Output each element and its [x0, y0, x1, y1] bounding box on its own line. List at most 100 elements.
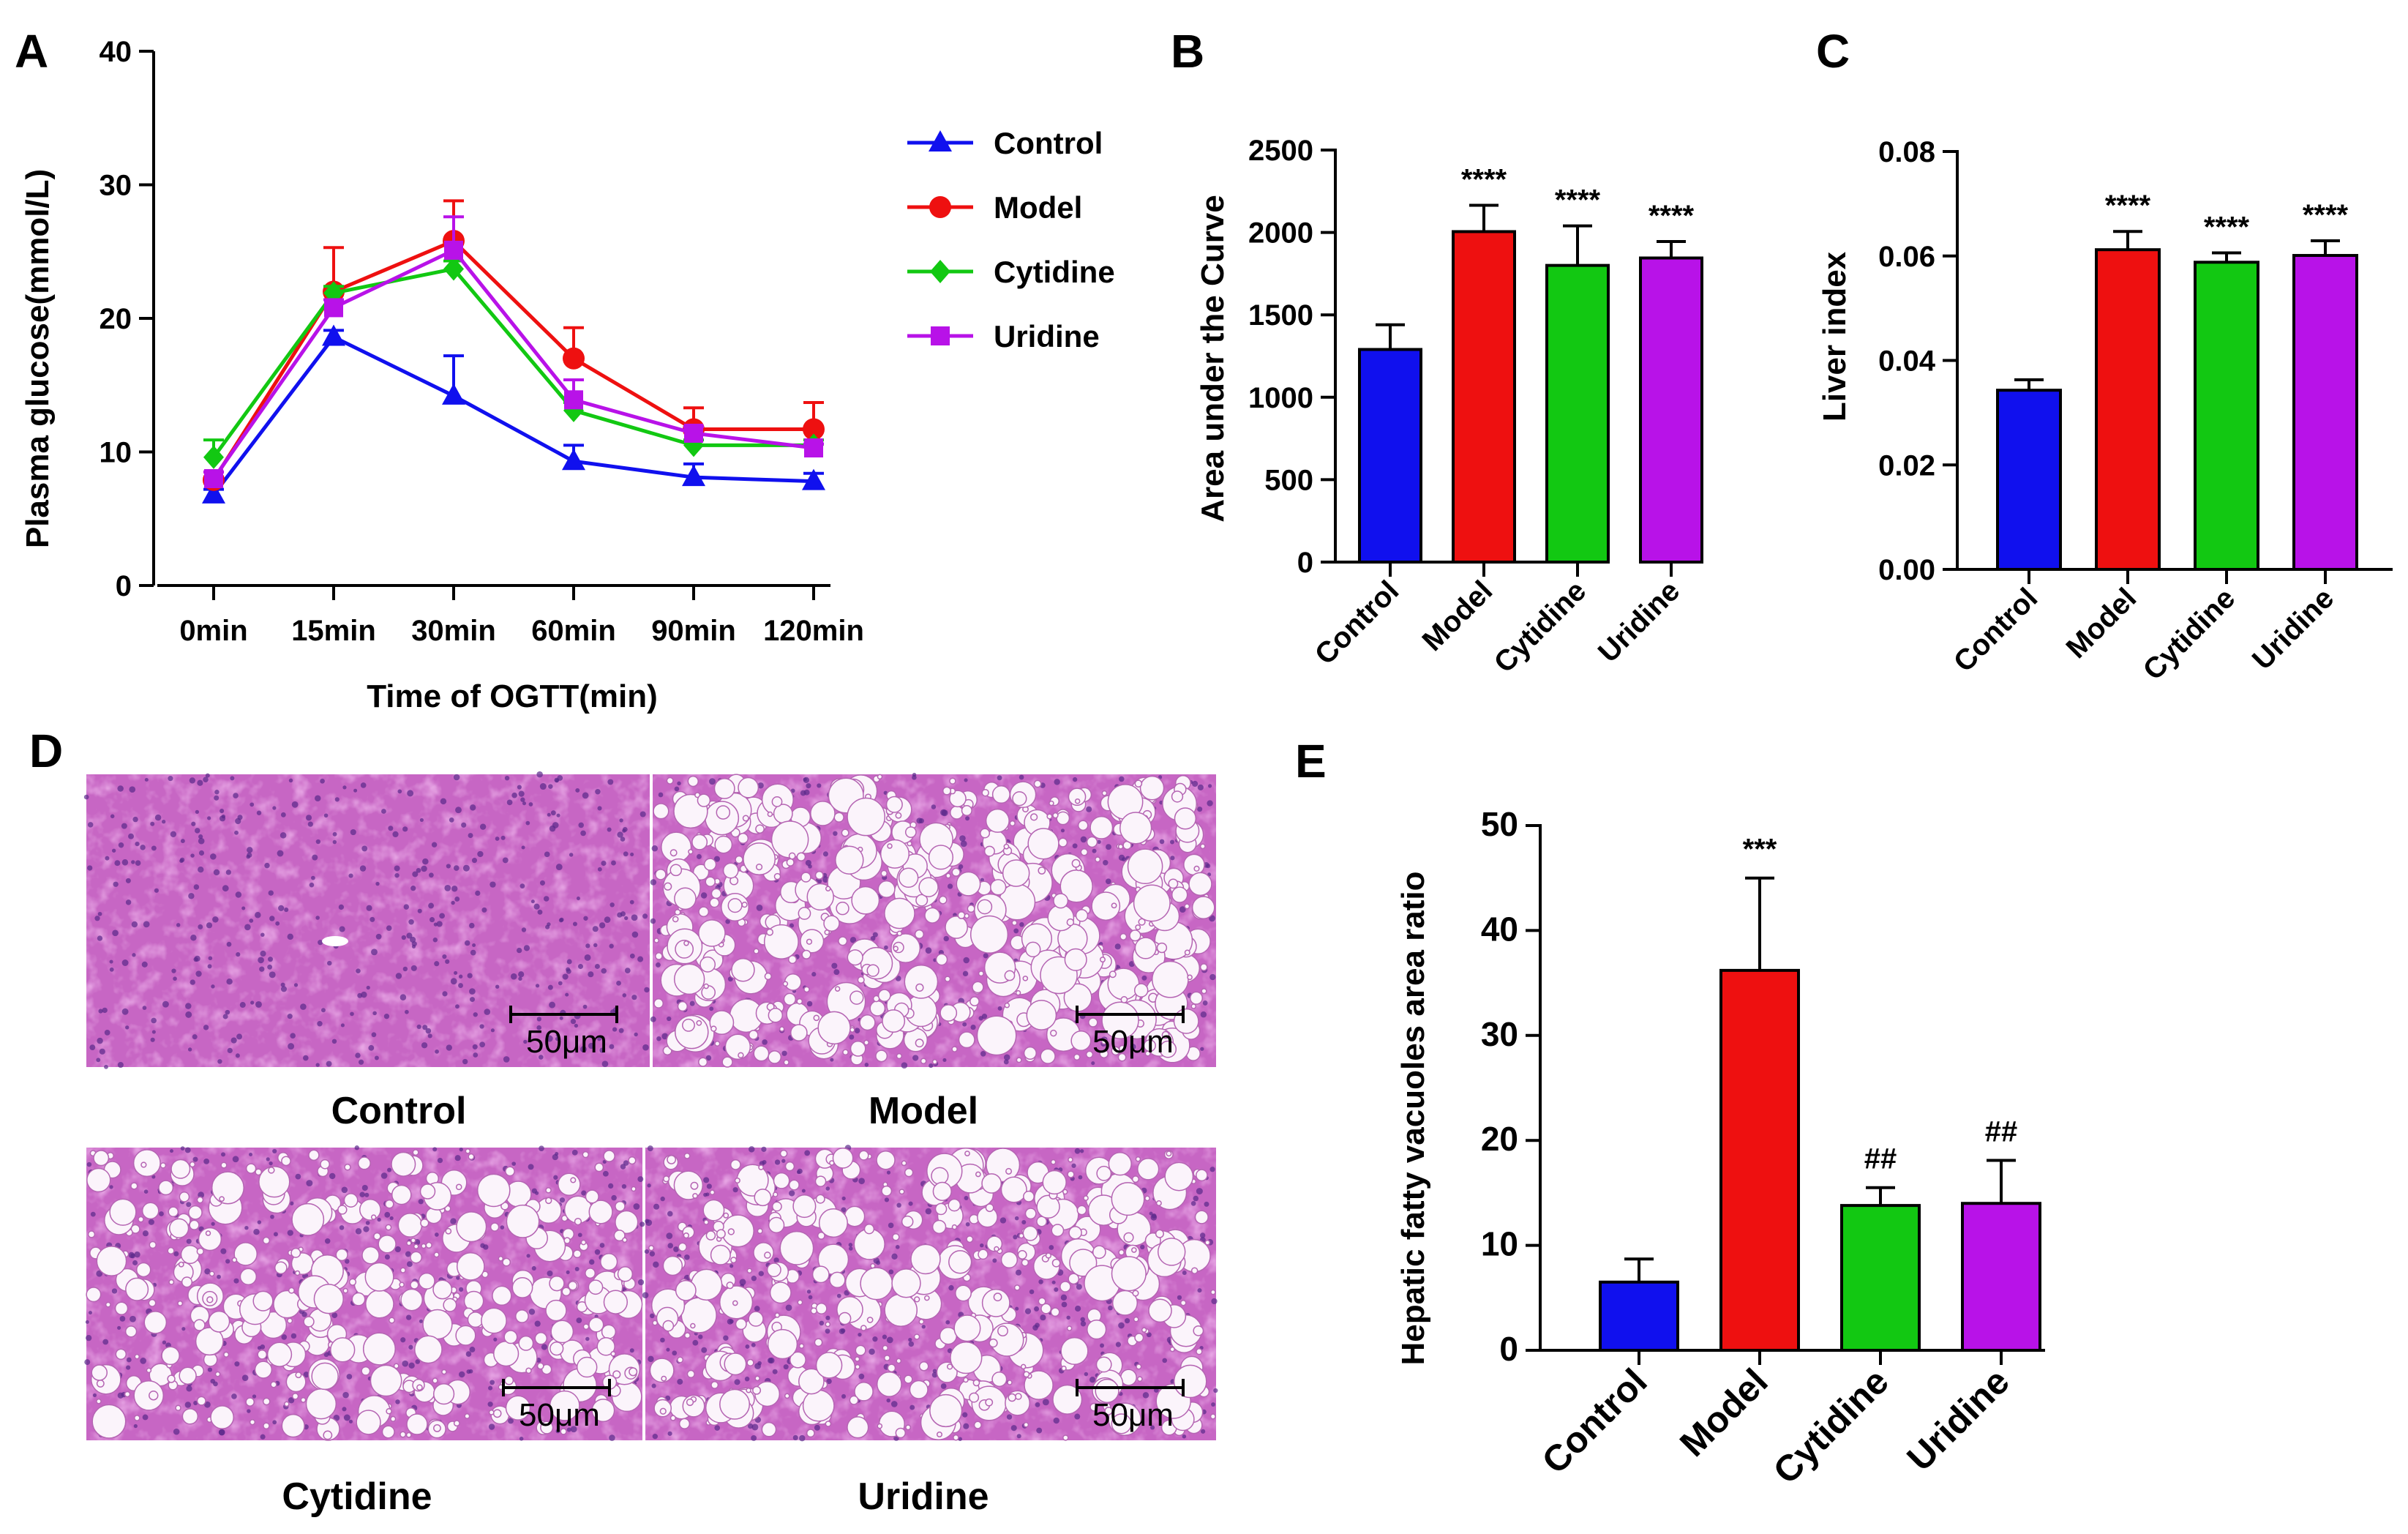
fat-vacuole	[738, 777, 759, 798]
nucleus	[435, 1050, 439, 1054]
fat-vacuole	[505, 1395, 531, 1421]
fat-vacuole	[274, 1261, 288, 1275]
square-marker	[931, 326, 950, 345]
fat-vacuole	[413, 1243, 419, 1249]
fat-vacuole	[787, 954, 798, 965]
nucleus	[1015, 1269, 1022, 1276]
fat-vacuole	[1045, 1252, 1052, 1259]
nucleus	[1119, 776, 1125, 782]
nucleus	[647, 1183, 651, 1188]
nucleus	[508, 1418, 514, 1424]
nucleus	[392, 831, 399, 838]
nucleus	[652, 1433, 659, 1440]
nucleus	[361, 991, 367, 998]
nucleus	[244, 1225, 249, 1230]
nucleus	[247, 1409, 251, 1413]
nucleus	[630, 852, 634, 856]
nucleus	[320, 778, 325, 784]
x-tick-label: 120min	[763, 615, 864, 647]
nucleus	[773, 1257, 779, 1263]
nucleus	[660, 1337, 665, 1343]
fat-vacuole	[588, 1279, 604, 1295]
nucleus	[580, 1046, 587, 1052]
nucleus	[255, 911, 261, 918]
fat-vacuole	[294, 1270, 301, 1276]
fat-vacuole	[148, 1298, 157, 1307]
nucleus	[599, 1243, 605, 1248]
fat-vacuole	[1179, 1299, 1187, 1306]
fat-vacuole	[687, 775, 699, 787]
fat-vacuole	[464, 1413, 470, 1419]
nucleus	[181, 1327, 186, 1331]
nucleus	[389, 1216, 394, 1221]
nucleus	[150, 1037, 155, 1042]
nucleus	[519, 1437, 524, 1441]
fat-vacuole	[709, 1189, 716, 1195]
panel-e-label: E	[1295, 735, 1327, 787]
fat-vacuole	[876, 1371, 902, 1397]
nucleus	[129, 786, 136, 793]
nucleus	[781, 1159, 786, 1163]
fat-vacuole	[675, 1279, 697, 1301]
y-tick-label: 1000	[1248, 382, 1313, 414]
nucleus	[546, 1035, 553, 1042]
nucleus	[629, 953, 635, 959]
nucleus	[783, 1364, 789, 1370]
fat-vacuole	[905, 1424, 912, 1431]
nucleus	[184, 1402, 192, 1408]
nucleus	[597, 806, 602, 811]
nucleus	[134, 1251, 140, 1258]
nucleus	[272, 1148, 277, 1154]
nucleus	[410, 936, 416, 943]
nucleus	[290, 1201, 294, 1206]
fat-vacuole	[893, 946, 899, 951]
nucleus	[250, 802, 255, 807]
nucleus	[932, 1369, 937, 1374]
fat-vacuole	[662, 1320, 675, 1332]
nucleus	[774, 1159, 781, 1165]
fat-vacuole	[713, 777, 735, 799]
fat-vacuole	[978, 970, 984, 977]
fat-vacuole	[193, 1319, 206, 1331]
nucleus	[653, 1261, 659, 1268]
nucleus	[114, 860, 121, 867]
nucleus	[980, 1243, 984, 1248]
nucleus	[222, 1014, 228, 1019]
nucleus	[490, 1380, 495, 1385]
fat-vacuole	[898, 867, 919, 888]
fat-vacuole	[931, 1219, 947, 1235]
fat-vacuole	[836, 902, 849, 916]
nucleus	[819, 1320, 825, 1326]
y-tick-label: 30	[100, 170, 132, 202]
nucleus	[142, 1230, 149, 1237]
fat-vacuole	[983, 845, 995, 857]
nucleus	[517, 785, 522, 790]
tissue-texture	[86, 774, 650, 1067]
nucleus	[260, 950, 266, 957]
nucleus	[421, 1042, 428, 1049]
nucleus	[110, 814, 115, 819]
y-tick-label: 40	[100, 36, 132, 68]
y-tick-label: 30	[1481, 1015, 1518, 1053]
nucleus	[331, 1039, 337, 1044]
fat-vacuole	[877, 774, 883, 780]
bar-uridine	[1639, 256, 1703, 564]
nucleus	[359, 1191, 365, 1197]
nucleus	[488, 1423, 495, 1430]
nucleus	[1014, 1216, 1019, 1221]
nucleus	[882, 1334, 888, 1339]
nucleus	[854, 1028, 860, 1034]
fat-vacuole	[168, 1279, 175, 1285]
fat-vacuole	[549, 1390, 580, 1421]
fat-vacuole	[980, 828, 991, 839]
nucleus	[609, 902, 615, 908]
fat-vacuole	[742, 815, 749, 822]
nucleus	[945, 1320, 950, 1325]
fat-vacuole	[1021, 1258, 1029, 1267]
nucleus	[566, 959, 572, 965]
panel-c-ylabel: Liver index	[1817, 251, 1853, 422]
nucleus	[192, 1034, 198, 1040]
fat-vacuole	[991, 785, 1010, 804]
significance-label: ***	[1743, 834, 1777, 866]
nucleus	[186, 1238, 192, 1244]
